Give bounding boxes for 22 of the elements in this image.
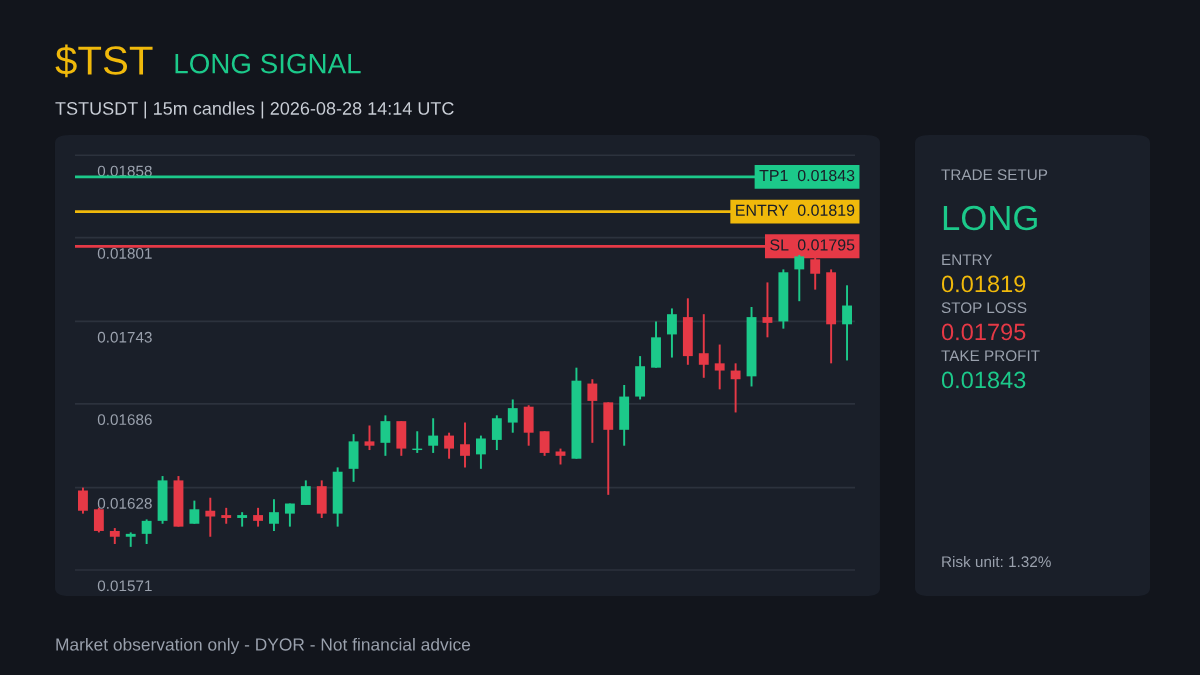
text: 0.01795 bbox=[941, 323, 1026, 341]
text: Market observation only - DYOR - Not financial advice bbox=[56, 637, 471, 655]
ref-line-label: ENTRY 0.01819 bbox=[736, 204, 855, 216]
text: TAKE PROFIT bbox=[941, 350, 1040, 362]
text: ENTRY bbox=[942, 254, 993, 265]
ref-line-label: TP1 0.01843 bbox=[759, 169, 855, 182]
text: LONG bbox=[943, 205, 1037, 231]
ref-line-label: SL 0.01795 bbox=[770, 239, 855, 251]
y-tick-label: 0.01743 bbox=[97, 331, 152, 343]
text: 0.01819 bbox=[941, 275, 1026, 293]
chart-subtitle: LONG SIGNAL bbox=[175, 53, 361, 74]
text: TSTUSDT | 15m candles | 2026-08-28 14:14 UTC bbox=[55, 101, 454, 119]
chart-title: $TST bbox=[55, 44, 153, 78]
y-tick-label: 0.01628 bbox=[97, 498, 152, 509]
y-tick-label: 0.01686 bbox=[97, 414, 152, 426]
text: TRADE SETUP bbox=[941, 169, 1048, 181]
y-tick-label: 0.01858 bbox=[97, 165, 152, 177]
y-tick-label: 0.01571 bbox=[97, 580, 152, 592]
text: Risk unit: 1.32% bbox=[942, 555, 1051, 568]
text: STOP LOSS bbox=[941, 302, 1027, 314]
text: 0.01843 bbox=[941, 371, 1026, 389]
y-tick-label: 0.01801 bbox=[97, 248, 152, 259]
